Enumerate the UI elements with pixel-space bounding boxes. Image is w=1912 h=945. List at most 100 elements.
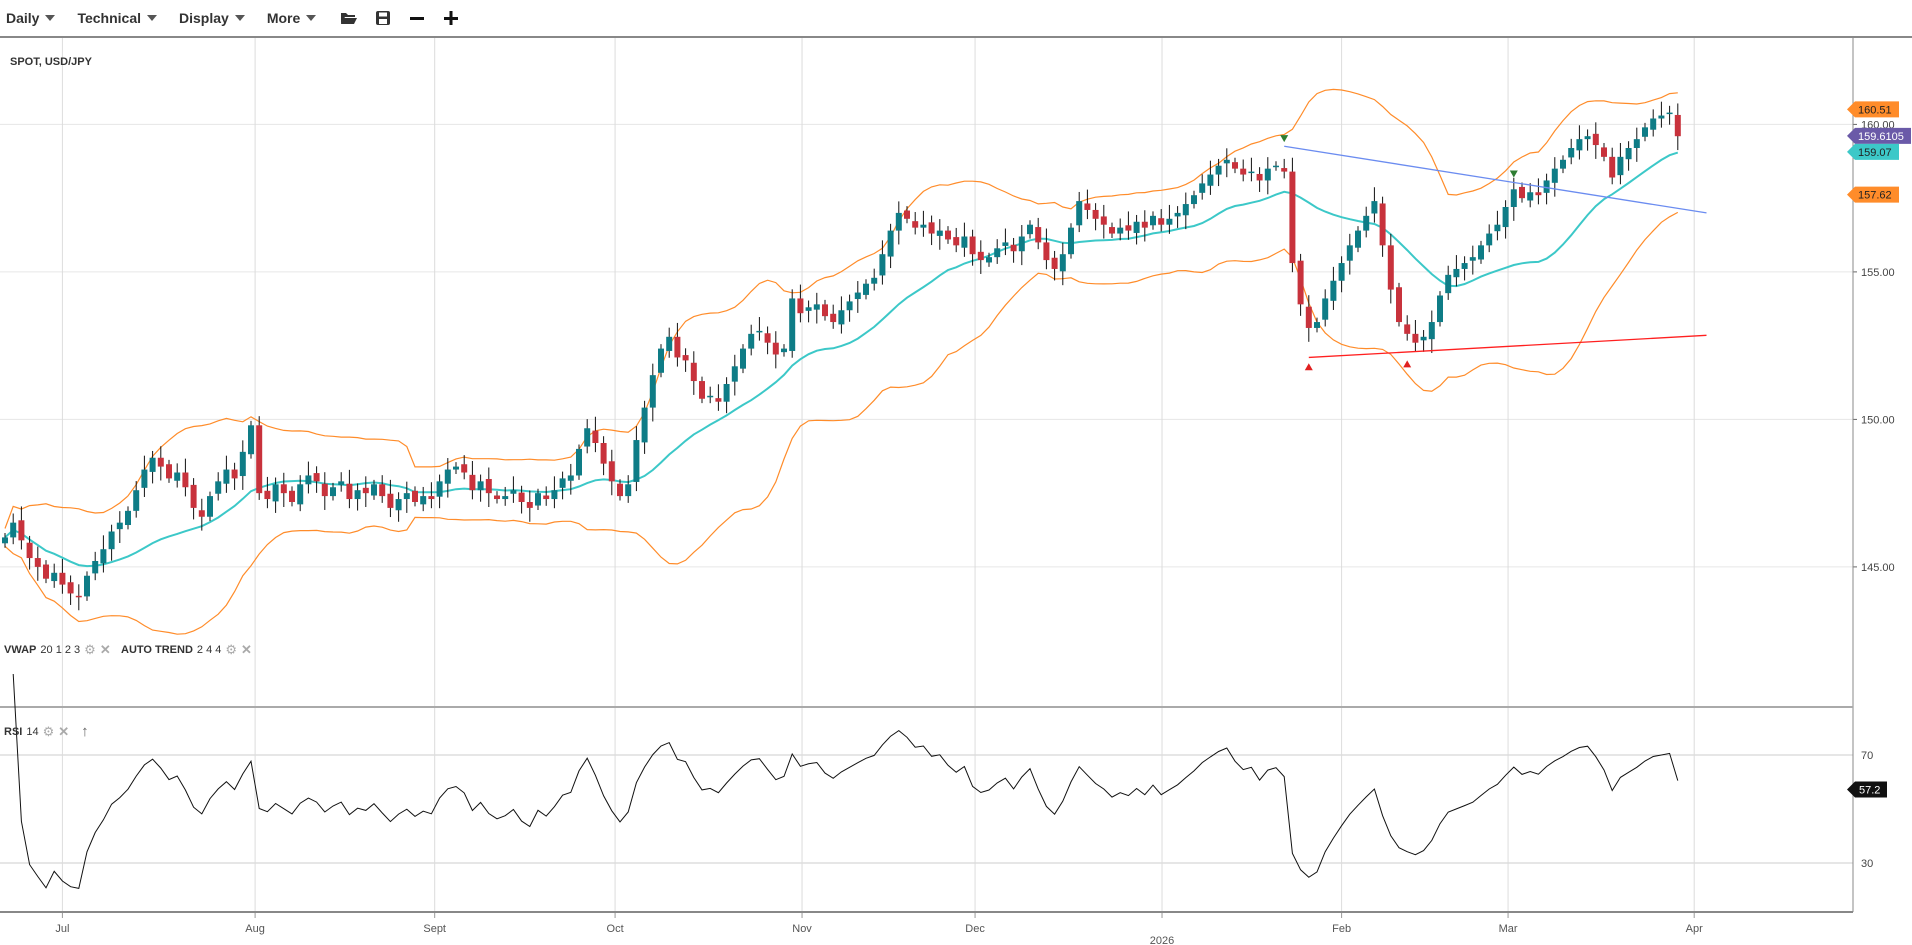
candle-body [108,531,115,550]
candle-body [641,407,648,443]
candle-body [1551,168,1558,183]
vwap-line [4,151,1679,568]
candle-body [1051,257,1058,269]
candle-body [231,469,238,479]
candle-body [1445,274,1452,294]
candle-body [362,487,369,494]
candle-body [1363,215,1370,231]
candle-body [1018,236,1025,252]
trendline-support [1308,334,1707,359]
folder-open-icon[interactable] [338,7,360,29]
candle-body [895,212,902,231]
candle-body [518,492,525,502]
candle-body [846,301,853,311]
close-icon[interactable]: ✕ [58,723,70,739]
candle-body [354,490,361,500]
candle-body [1330,280,1337,301]
candle-body [1420,336,1427,341]
candle-body [526,502,533,508]
candle-body [936,230,943,236]
x-tick-label: Feb [1332,923,1351,935]
zoom-in-icon[interactable] [440,7,462,29]
candle-body [1289,171,1296,264]
candle-body [1232,162,1238,169]
zoom-out-icon[interactable] [406,7,428,29]
candle-body [1346,245,1353,261]
save-icon[interactable] [372,7,394,29]
rsi-name: RSI [4,725,23,738]
arrow-up-icon[interactable]: ↑ [81,723,89,740]
candle-body [1371,201,1378,214]
candle-body [1437,295,1443,323]
candle-body [2,537,8,544]
candle-body [1535,192,1542,196]
candle-body [1633,139,1640,148]
menu-technical[interactable]: Technical [77,10,158,26]
candle-body [1338,263,1345,281]
candle-body [289,490,295,502]
candle-body [584,428,591,447]
price-tag-label: 159.6105 [1858,131,1904,143]
candle-body [190,484,197,508]
candle-body [1658,115,1665,119]
autotrend-legend: AUTO TREND 2 4 4 ⚙ ✕ [121,642,252,658]
candle-body [1166,218,1173,225]
candle-body [305,475,312,485]
candle-body [600,443,607,464]
candle-body [904,210,910,219]
candle-body [1355,230,1361,248]
candle-body [346,483,353,500]
menu-label: More [266,10,301,26]
rsi-value-label: 57.2 [1859,785,1880,797]
gear-icon[interactable]: ⚙ [84,642,96,657]
candle-body [961,236,968,248]
candle-body [608,461,615,482]
menu-display[interactable]: Display [179,10,245,26]
candle-body [157,457,164,467]
x-tick-label: Mar [1499,923,1518,935]
candle-body [682,355,689,361]
candle-body [1117,227,1124,234]
price-tag-label: 157.62 [1858,190,1892,202]
candle-body [1215,165,1222,175]
x-tick-label: 2026 [1150,935,1174,945]
candle-body [830,313,837,323]
candle-body [707,395,714,398]
bollinger-lower [4,211,1679,635]
candle-body [1543,180,1550,193]
candle-body [461,464,468,473]
close-icon[interactable]: ✕ [99,642,111,657]
candle-body [510,490,517,494]
gear-icon[interactable]: ⚙ [225,642,238,657]
bollinger-upper [4,88,1678,529]
candle-body [395,499,402,511]
candle-body [387,493,394,508]
candle-body [1084,203,1091,210]
candle-body [141,469,148,488]
menu-more[interactable]: More [266,10,317,26]
candle-body [313,473,320,482]
candle-body [838,310,845,325]
candle-body [223,469,230,484]
gear-icon[interactable]: ⚙ [42,723,55,739]
candle-body [1100,216,1107,225]
price-tag [1847,186,1899,203]
candle-body [1592,133,1599,146]
candle-body [1002,242,1009,246]
price-chart[interactable]: 145.00 150.00 155.00 160.00 70 30 Jul Aug Sept Oc… [0,38,1912,945]
candle-body [1027,224,1033,235]
candle-body [280,484,287,494]
candle-body [1642,127,1648,137]
candle-body [559,478,566,488]
candle-body [1478,245,1484,260]
rsi-level-label: 30 [1861,858,1873,870]
candle-body [1379,203,1386,246]
candle-body [330,487,336,497]
candle-body [1527,192,1534,201]
close-icon[interactable]: ✕ [241,642,252,657]
instrument-title: SPOT, USD/JPY [10,56,92,68]
menu-daily[interactable]: Daily [6,10,56,26]
candle-body [1305,306,1312,328]
candle-body [592,430,599,443]
candle-body [1576,139,1583,151]
